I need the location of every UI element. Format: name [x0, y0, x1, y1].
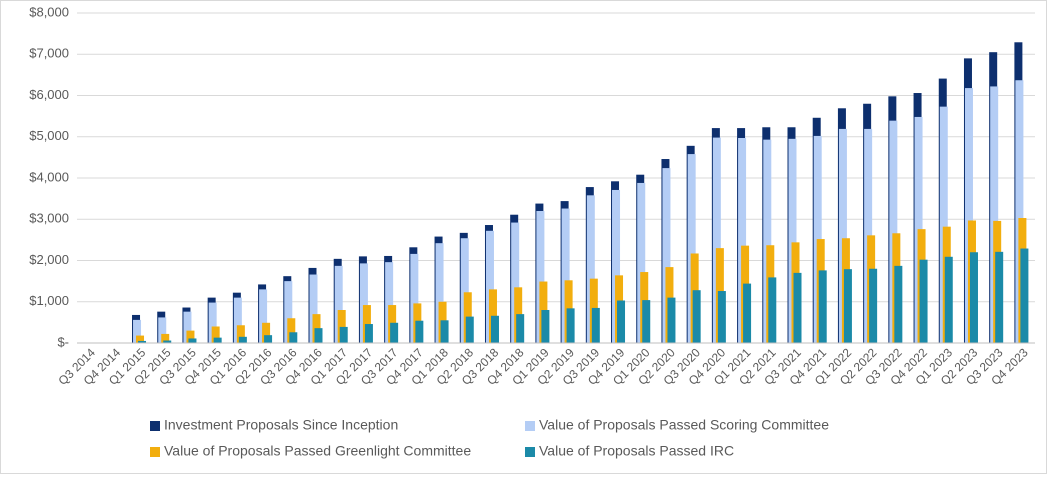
bar — [969, 252, 978, 343]
bar — [238, 336, 247, 343]
bar — [208, 302, 217, 343]
bar — [460, 238, 469, 343]
bar — [516, 314, 525, 343]
bar — [284, 281, 293, 343]
bar — [944, 256, 953, 343]
bar — [289, 332, 298, 343]
y-tick-label: $5,000 — [29, 128, 69, 143]
bar — [692, 290, 701, 343]
y-tick-label: $3,000 — [29, 211, 69, 226]
bar — [183, 311, 192, 343]
y-tick-label: $2,000 — [29, 252, 69, 267]
bar — [717, 291, 726, 343]
bar — [687, 154, 696, 343]
bar — [561, 208, 570, 343]
y-tick-label: $1,000 — [29, 293, 69, 308]
bar — [788, 138, 797, 343]
bar — [768, 277, 777, 343]
bar — [385, 262, 394, 343]
bar — [211, 326, 220, 343]
bar — [410, 253, 419, 343]
bar — [359, 263, 368, 343]
legend-swatch — [525, 421, 535, 431]
bar — [738, 137, 747, 343]
bar — [485, 230, 494, 343]
bar — [566, 308, 575, 343]
y-tick-label: $4,000 — [29, 169, 69, 184]
bar — [990, 86, 999, 344]
bar — [158, 317, 167, 343]
bar — [287, 318, 296, 343]
bar — [763, 139, 772, 343]
bar — [511, 222, 520, 343]
legend-swatch — [150, 447, 160, 457]
bar — [541, 310, 550, 343]
legend-label: Value of Proposals Passed IRC — [539, 443, 734, 459]
bar — [364, 324, 373, 343]
bar — [712, 137, 721, 343]
bar — [186, 330, 195, 343]
bar — [138, 340, 147, 343]
bar — [919, 259, 928, 343]
y-tick-label: $7,000 — [29, 46, 69, 61]
legend-label: Investment Proposals Since Inception — [164, 417, 398, 433]
bar — [163, 340, 172, 343]
legend-label: Value of Proposals Passed Scoring Commit… — [539, 417, 829, 433]
bar — [591, 307, 600, 343]
y-tick-label: $- — [57, 334, 69, 349]
bar — [264, 335, 273, 343]
bar — [314, 328, 323, 343]
bar — [133, 319, 142, 343]
bar — [662, 168, 671, 343]
bar — [465, 316, 474, 343]
bar — [939, 106, 948, 343]
bar — [259, 289, 268, 343]
bar — [188, 338, 197, 343]
bar — [889, 120, 898, 343]
bar — [337, 310, 346, 343]
y-tick-label: $8,000 — [29, 4, 69, 19]
bar — [435, 243, 444, 343]
bar — [1020, 248, 1029, 343]
bar — [334, 265, 343, 343]
legend-swatch — [150, 421, 160, 431]
bar — [262, 322, 271, 343]
bar — [161, 333, 170, 343]
bar — [642, 300, 651, 343]
bar — [213, 337, 222, 343]
bar — [743, 283, 752, 343]
legend-label: Value of Proposals Passed Greenlight Com… — [164, 443, 471, 459]
bar — [843, 269, 852, 343]
bar — [339, 326, 348, 343]
bar — [136, 335, 145, 343]
bar — [869, 268, 878, 343]
bar — [667, 297, 676, 343]
bar — [793, 272, 802, 343]
bar — [617, 300, 626, 343]
bar — [612, 189, 621, 343]
bar — [838, 128, 847, 343]
bar — [490, 315, 499, 343]
bar — [964, 88, 973, 343]
bar — [586, 195, 595, 343]
bar — [390, 322, 399, 343]
bar — [894, 265, 903, 343]
bar — [309, 274, 318, 343]
legend-swatch — [525, 447, 535, 457]
bar — [415, 320, 424, 343]
y-tick-label: $6,000 — [29, 87, 69, 102]
bar — [536, 211, 545, 343]
bar — [818, 270, 827, 343]
bar — [440, 320, 449, 343]
bar — [236, 325, 245, 343]
bar — [995, 251, 1004, 343]
bar — [637, 182, 646, 343]
bar — [1015, 80, 1024, 344]
bar — [233, 297, 242, 343]
